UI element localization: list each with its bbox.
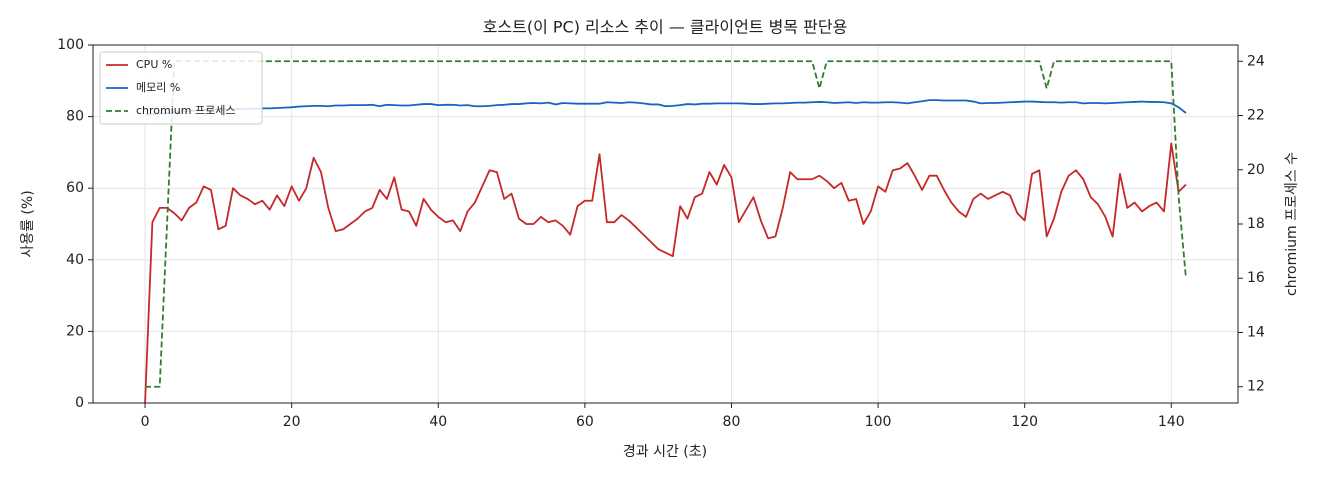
- x-tick-label: 60: [576, 414, 594, 430]
- data-line: [145, 60, 1187, 388]
- x-tick-label: 100: [865, 414, 892, 430]
- y-tick-label: 40: [66, 252, 84, 268]
- y2-axis-label: chromium 프로세스 수: [1284, 152, 1300, 296]
- y2-tick-label: 16: [1247, 270, 1265, 286]
- x-tick-label: 140: [1158, 414, 1185, 430]
- legend-label: CPU %: [136, 58, 172, 71]
- x-tick-label: 0: [141, 414, 150, 430]
- x-tick-label: 80: [723, 414, 741, 430]
- y2-tick-label: 12: [1247, 379, 1265, 395]
- y-tick-label: 100: [57, 37, 84, 53]
- legend-box: [99, 51, 263, 125]
- y2-tick-label: 24: [1247, 53, 1265, 69]
- x-tick-label: 20: [283, 414, 301, 430]
- x-axis-label: 경과 시간 (초): [623, 444, 707, 460]
- y2-tick-label: 20: [1247, 162, 1265, 178]
- legend-label: 메모리 %: [136, 81, 180, 94]
- y2-tick-label: 22: [1247, 108, 1265, 124]
- legend: CPU % 메모리 % chromium 프로세스: [99, 51, 263, 125]
- y-tick-label: 0: [75, 395, 84, 411]
- chart-title: 호스트(이 PC) 리소스 추이 — 클라이언트 병목 판단용: [483, 18, 848, 37]
- plot-frame: [92, 44, 1239, 404]
- y-tick-label: 60: [66, 180, 84, 196]
- y-tick-label: 20: [66, 323, 84, 339]
- x-tick-label: 40: [429, 414, 447, 430]
- data-line: [145, 99, 1187, 116]
- x-tick-label: 120: [1011, 414, 1038, 430]
- y2-tick-label: 18: [1247, 216, 1265, 232]
- y2-tick-label: 14: [1247, 324, 1265, 340]
- legend-label: chromium 프로세스: [136, 104, 235, 117]
- data-line: [144, 142, 1187, 404]
- y-axis-label: 사용률 (%): [20, 190, 36, 257]
- y-tick-label: 80: [66, 109, 84, 125]
